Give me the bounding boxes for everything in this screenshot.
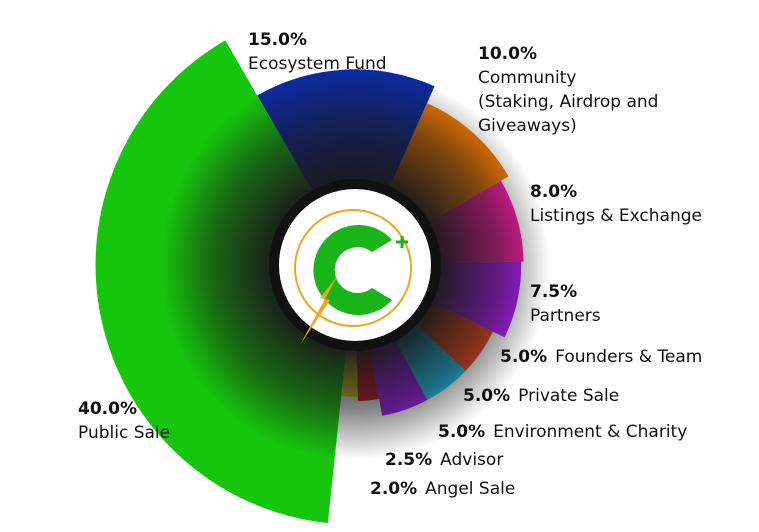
category-label: Public Sale — [78, 423, 171, 443]
category-label: Advisor — [440, 450, 504, 470]
slice-label: 5.0% Founders & Team — [500, 345, 702, 369]
slice-label: 2.5% Advisor — [385, 448, 503, 472]
value-label: 10.0% — [478, 44, 537, 64]
slice-label: 5.0% Environment & Charity — [438, 420, 687, 444]
slice-label: 15.0% Ecosystem Fund — [248, 28, 387, 76]
value-label: 15.0% — [248, 30, 307, 50]
logo — [269, 179, 441, 351]
slice-label: 40.0% Public Sale — [78, 397, 170, 445]
category-label: Community (Staking, Airdrop and Giveaway… — [478, 68, 659, 136]
slice-label: 5.0% Private Sale — [463, 384, 619, 408]
slice-label: 10.0% Community (Staking, Airdrop and Giv… — [478, 42, 658, 138]
slice-label: 2.0% Angel Sale — [370, 477, 515, 501]
value-label: 40.0% — [78, 399, 137, 419]
value-label: 5.0% — [500, 347, 548, 367]
value-label: 2.5% — [385, 450, 433, 470]
category-label: Private Sale — [518, 386, 620, 406]
value-label: 5.0% — [438, 422, 486, 442]
category-label: Angel Sale — [425, 479, 516, 499]
category-label: Environment & Charity — [493, 422, 688, 442]
slice-label: 7.5% Partners — [530, 280, 601, 328]
category-label: Partners — [530, 306, 601, 326]
value-label: 7.5% — [530, 282, 578, 302]
value-label: 8.0% — [530, 182, 578, 202]
category-label: Listings & Exchange — [530, 206, 702, 226]
category-label: Founders & Team — [555, 347, 703, 367]
category-label: Ecosystem Fund — [248, 54, 387, 74]
value-label: 5.0% — [463, 386, 511, 406]
value-label: 2.0% — [370, 479, 418, 499]
slice-label: 8.0% Listings & Exchange — [530, 180, 702, 228]
